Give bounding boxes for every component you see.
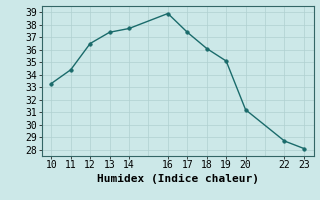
X-axis label: Humidex (Indice chaleur): Humidex (Indice chaleur) [97,174,259,184]
